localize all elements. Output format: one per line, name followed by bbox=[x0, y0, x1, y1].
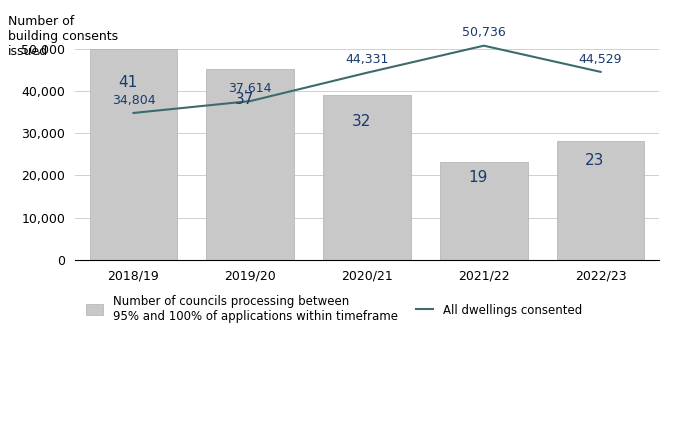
Text: 23: 23 bbox=[585, 153, 605, 168]
Bar bbox=[206, 69, 294, 260]
Text: 44,529: 44,529 bbox=[579, 53, 622, 66]
Text: 34,804: 34,804 bbox=[112, 93, 155, 107]
Bar bbox=[557, 141, 644, 260]
Bar bbox=[324, 95, 411, 260]
Text: 19: 19 bbox=[468, 170, 488, 185]
Text: 37: 37 bbox=[235, 92, 254, 107]
Text: Number of
building consents
issued: Number of building consents issued bbox=[8, 15, 118, 58]
Bar bbox=[90, 49, 177, 260]
Text: 50,736: 50,736 bbox=[462, 27, 506, 39]
Text: 37,614: 37,614 bbox=[228, 82, 272, 95]
Text: 32: 32 bbox=[352, 114, 371, 129]
Text: 41: 41 bbox=[118, 75, 137, 90]
Bar bbox=[440, 162, 528, 260]
Legend: Number of councils processing between
95% and 100% of applications within timefr: Number of councils processing between 95… bbox=[81, 290, 586, 328]
Text: 44,331: 44,331 bbox=[345, 53, 389, 67]
